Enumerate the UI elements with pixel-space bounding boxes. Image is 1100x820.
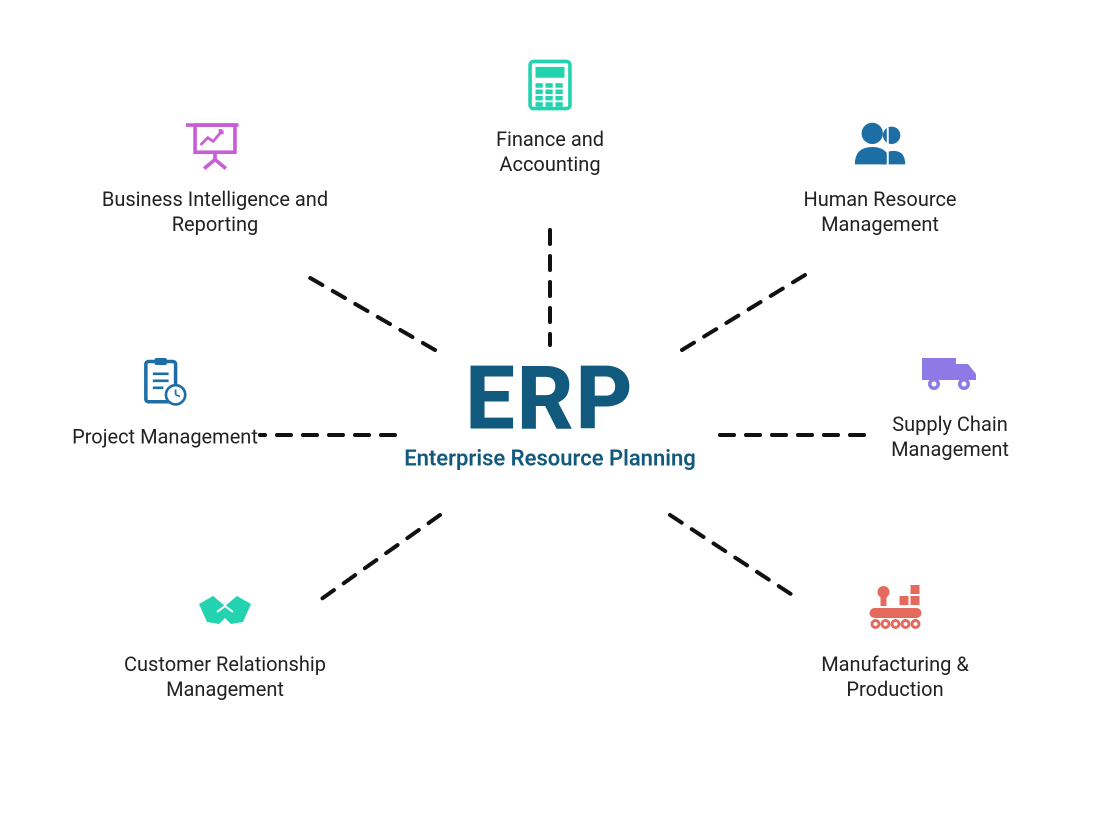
node-label: Customer Relationship Management xyxy=(105,652,345,702)
node-label: Project Management xyxy=(72,425,258,450)
node-bi: Business Intelligence and Reporting xyxy=(95,113,335,237)
factory-icon xyxy=(863,578,927,642)
center-subtitle: Enterprise Resource Planning xyxy=(350,445,750,474)
node-mfg: Manufacturing & Production xyxy=(793,578,998,702)
node-project: Project Management xyxy=(72,351,258,450)
node-finance: Finance and Accounting xyxy=(450,53,650,177)
handshake-icon xyxy=(193,578,257,642)
node-label: Manufacturing & Production xyxy=(793,652,998,702)
node-supply: Supply Chain Management xyxy=(875,338,1025,462)
people-icon xyxy=(848,113,912,177)
node-hr: Human Resource Management xyxy=(770,113,990,237)
node-label: Business Intelligence and Reporting xyxy=(95,187,335,237)
node-label: Supply Chain Management xyxy=(875,412,1025,462)
center-hub: ERP Enterprise Resource Planning xyxy=(350,355,750,474)
node-crm: Customer Relationship Management xyxy=(105,578,345,702)
truck-icon xyxy=(918,338,982,402)
center-acronym: ERP xyxy=(350,355,750,443)
clipboard-clock-icon xyxy=(133,351,197,415)
node-label: Human Resource Management xyxy=(770,187,990,237)
presentation-chart-icon xyxy=(183,113,247,177)
diagram-stage: ERP Enterprise Resource Planning Finance… xyxy=(0,0,1100,820)
calculator-icon xyxy=(518,53,582,117)
node-label: Finance and Accounting xyxy=(450,127,650,177)
